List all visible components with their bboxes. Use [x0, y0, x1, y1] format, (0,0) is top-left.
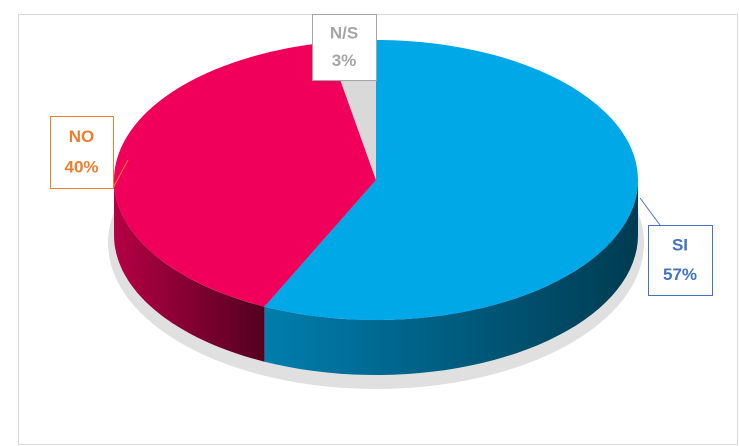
value-label: 3%	[332, 51, 357, 70]
category-label: SI	[672, 235, 688, 254]
pie-side	[114, 180, 265, 362]
pie-side	[264, 180, 638, 375]
value-label: 57%	[663, 265, 697, 284]
pie-slice	[264, 40, 638, 320]
leader-line	[639, 197, 661, 226]
label-box	[50, 116, 114, 189]
pie-slice	[114, 42, 377, 307]
category-label: N/S	[330, 23, 358, 42]
label-box	[648, 225, 713, 296]
label-box	[312, 14, 377, 81]
value-label: 40%	[64, 157, 98, 176]
leader-line	[112, 159, 129, 189]
category-label: NO	[69, 127, 95, 146]
